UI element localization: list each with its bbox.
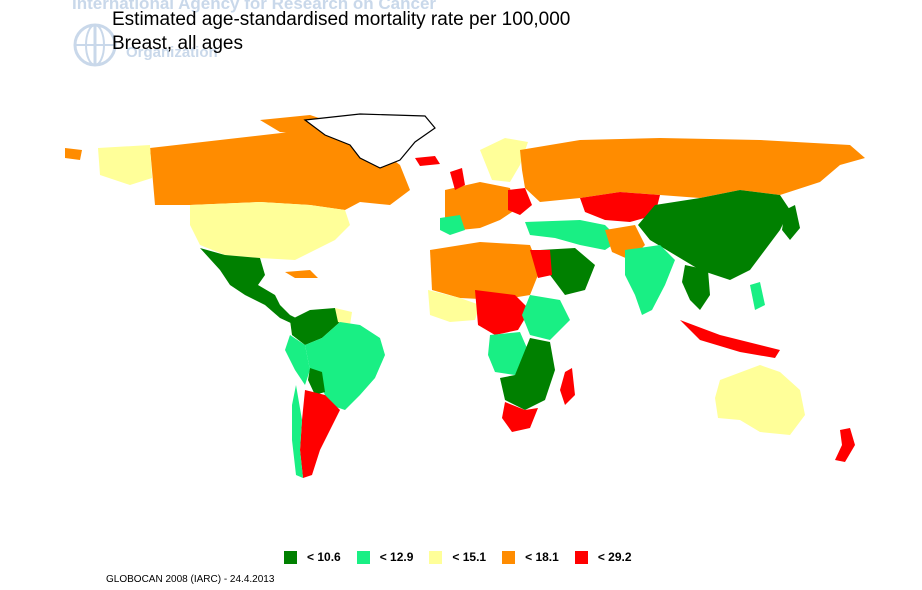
region-central-africa bbox=[475, 290, 530, 335]
region-chile bbox=[292, 385, 303, 478]
region-caribbean bbox=[285, 270, 318, 278]
region-usa bbox=[190, 202, 350, 260]
map-legend: < 10.6 < 12.9 < 15.1 < 18.1 < 29.2 bbox=[284, 548, 648, 566]
legend-label: < 29.2 bbox=[597, 550, 632, 564]
region-new-zealand bbox=[835, 428, 855, 462]
region-india bbox=[625, 245, 675, 315]
legend-swatch bbox=[502, 550, 516, 564]
region-paraguay bbox=[308, 368, 325, 395]
legend-label: < 15.1 bbox=[452, 550, 487, 564]
legend-swatch bbox=[284, 550, 297, 564]
region-russia bbox=[520, 138, 865, 202]
region-iceland bbox=[415, 156, 440, 166]
iarc-watermark: International Agency for Research on Can… bbox=[72, 0, 436, 72]
watermark-org-text: Organization bbox=[126, 44, 218, 61]
region-mexico bbox=[200, 248, 280, 305]
region-china bbox=[638, 190, 790, 280]
region-north-africa bbox=[430, 242, 540, 300]
legend-label: < 18.1 bbox=[525, 550, 559, 564]
title-line-1: Estimated age-standardised mortality rat… bbox=[112, 9, 571, 30]
region-colombia-venezuela bbox=[290, 308, 340, 345]
region-guianas bbox=[335, 308, 352, 325]
region-argentina bbox=[300, 390, 340, 478]
region-alaska bbox=[98, 145, 152, 185]
region-eastern-europe bbox=[508, 188, 532, 215]
legend-item: < 15.1 bbox=[429, 550, 486, 564]
legend-item: < 29.2 bbox=[574, 550, 632, 564]
legend-label: < 12.9 bbox=[379, 550, 414, 564]
title-line-2: Breast, all ages bbox=[112, 33, 243, 54]
region-peru-bolivia bbox=[285, 335, 310, 385]
region-greenland bbox=[303, 113, 436, 169]
legend-item: < 18.1 bbox=[502, 550, 559, 564]
legend-label: < 10.6 bbox=[307, 550, 341, 564]
region-scandinavia bbox=[480, 138, 528, 182]
region-canada bbox=[150, 130, 410, 210]
region-arabia bbox=[540, 248, 595, 295]
region-japan bbox=[782, 205, 800, 240]
region-west-africa bbox=[428, 290, 480, 322]
region-iberia bbox=[440, 215, 465, 235]
watermark-agency-text: International Agency for Research on Can… bbox=[72, 0, 437, 13]
region-east-africa bbox=[522, 295, 570, 340]
region-uk bbox=[450, 168, 465, 190]
region-south-africa bbox=[502, 402, 538, 432]
region-indonesia bbox=[680, 320, 780, 358]
legend-swatch bbox=[574, 550, 588, 564]
region-egypt bbox=[530, 250, 552, 278]
legend-swatch bbox=[356, 550, 370, 564]
region-southeast-asia bbox=[682, 265, 710, 310]
world-map bbox=[65, 113, 865, 478]
map-title: Estimated age-standardised mortality rat… bbox=[112, 8, 570, 56]
region-madagascar bbox=[560, 368, 575, 405]
region-philippines bbox=[750, 282, 765, 310]
region-russia-west-tip bbox=[65, 148, 82, 160]
who-emblem-icon bbox=[73, 23, 117, 67]
region-australia bbox=[715, 365, 805, 435]
legend-item: < 10.6 bbox=[284, 550, 341, 564]
region-western-europe bbox=[445, 182, 515, 230]
region-brazil bbox=[305, 322, 385, 410]
source-footer: GLOBOCAN 2008 (IARC) - 24.4.2013 bbox=[106, 574, 275, 585]
region-southeast-africa bbox=[500, 338, 555, 410]
legend-swatch bbox=[429, 550, 443, 564]
region-turkey-iran bbox=[525, 220, 620, 250]
legend-item: < 12.9 bbox=[356, 550, 414, 564]
region-kazakhstan bbox=[580, 192, 660, 222]
